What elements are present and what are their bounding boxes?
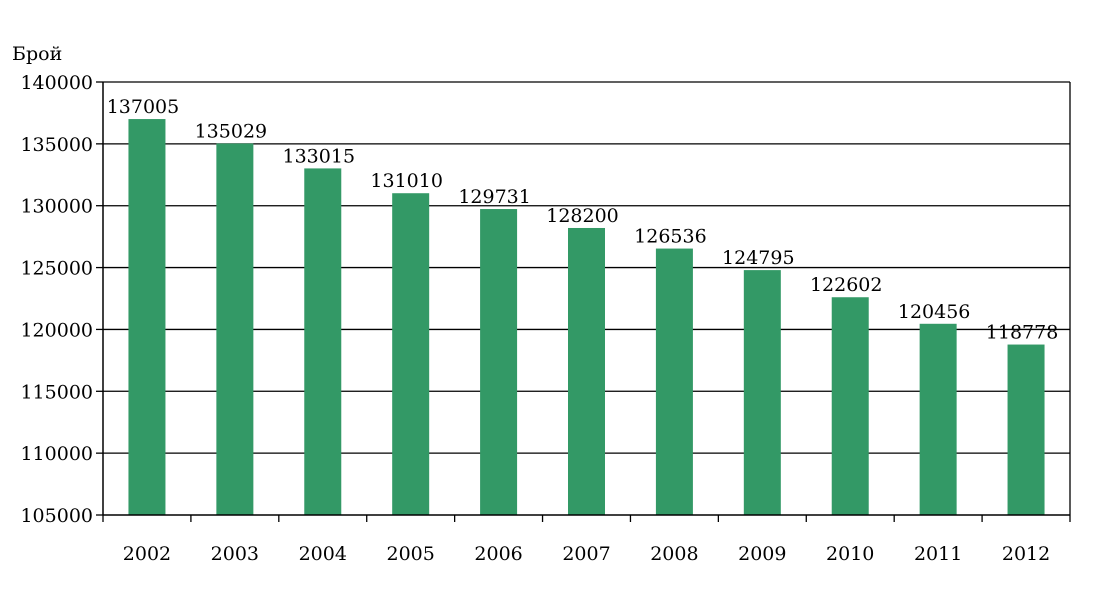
bar-2003 [216,143,254,516]
y-tick-label: 115000 [20,381,93,403]
bar-2002 [128,119,166,515]
x-axis-ticks: 2002 2003 2004 2005 2006 2007 2008 2009 2010 2011… [102,515,1071,565]
y-tick-label: 130000 [20,196,93,218]
bar-2010 [831,297,869,515]
y-tick-label: 125000 [20,258,93,280]
data-label-2008: 126536 [634,226,707,248]
bar-2009 [743,270,781,515]
y-tick-label: 110000 [20,443,93,465]
x-tick-label: 2009 [738,543,786,565]
data-label-2011: 120456 [898,301,971,323]
bar-2011 [919,323,957,515]
x-tick-label: 2002 [123,543,171,565]
y-axis-title: Брой [12,43,62,65]
x-tick-label: 2007 [562,543,610,565]
data-label-2012: 118778 [986,322,1059,344]
y-axis-ticks: 105000 110000 115000 120000 125000 130000 1350… [20,72,103,527]
x-tick-label: 2003 [211,543,259,565]
data-label-2003: 135029 [195,120,268,142]
bar-2007 [568,227,605,516]
x-tick-label: 2006 [474,543,522,565]
data-label-2002: 137005 [107,96,180,118]
x-tick-label: 2005 [387,543,435,565]
y-tick-label: 140000 [20,72,93,94]
x-tick-label: 2012 [1002,543,1050,565]
x-tick-label: 2008 [650,543,698,565]
y-tick-label: 135000 [20,134,93,156]
x-tick-label: 2011 [914,543,962,565]
data-label-2006: 129731 [458,186,531,208]
axes [102,82,1070,516]
bar-2006 [480,209,518,515]
data-labels: 137005 135029 133015 131010 129731 128200 1265… [107,96,1059,343]
data-label-2009: 124795 [722,247,795,269]
data-label-2007: 128200 [546,205,619,227]
data-label-2005: 131010 [370,170,443,192]
bar-2005 [392,193,430,515]
data-label-2010: 122602 [810,274,883,296]
bar-2012 [1007,344,1045,515]
bars [128,119,1045,516]
y-tick-label: 120000 [20,319,93,341]
x-tick-label: 2004 [299,543,347,565]
bar-2004 [304,168,342,515]
y-tick-label: 105000 [20,505,93,527]
data-label-2004: 133015 [283,145,356,167]
x-tick-label: 2010 [826,543,874,565]
bar-2008 [655,248,693,515]
